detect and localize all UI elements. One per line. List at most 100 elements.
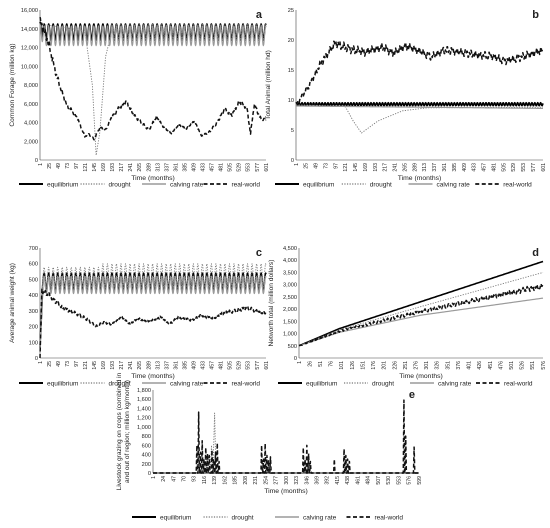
x-tick-label: 577 [531,163,537,172]
x-tick-label: 505 [228,163,234,172]
x-tick-label: 1 [297,361,303,364]
series-line-dashed [39,16,267,141]
x-tick-label: 121 [83,163,89,172]
x-tick-label: 1 [38,163,44,166]
x-tick-label: 461 [355,476,361,485]
legend-label: real-world [375,515,404,522]
y-tick-label: 2,500 [283,295,297,301]
x-tick-label: 451 [488,361,494,370]
x-tick-label: 577 [255,163,261,172]
x-tick-label: 201 [382,361,388,370]
x-tick-label: 409 [191,163,197,172]
x-tick-label: 577 [255,361,261,370]
x-tick-label: 1 [294,163,300,166]
legend-label: drought [109,182,131,189]
legend-label: calving rate [170,381,204,388]
x-tick-label: 576 [407,476,413,485]
x-axis-title: Time (months) [131,373,175,380]
y-axis-title: Networth total (million dollars) [268,260,275,347]
y-tick-label: 800 [142,434,151,440]
legend-label: calving rate [170,182,204,189]
x-tick-label: 241 [128,361,134,370]
y-tick-label: 0 [294,356,297,362]
x-tick-label: 289 [412,163,418,172]
x-tick-label: 385 [182,361,188,370]
y-tick-label: 4,000 [283,258,297,264]
x-tick-label: 433 [472,163,478,172]
legend-label: drought [109,381,131,388]
legend-label: calving rate [438,381,472,388]
chart-a: 0 2,000 4,000 6,000 8,000 10,000 12,000 14,000 1… [9,8,270,189]
legend-label: equilibrium [303,182,334,189]
x-tick-label: 70 [181,476,187,482]
x-tick-label: 323 [294,476,300,485]
x-tick-label: 415 [335,476,341,485]
x-tick-label: 481 [219,163,225,172]
x-tick-label: 301 [424,361,430,370]
x-tick-label: 116 [202,476,208,484]
legend-label: real-world [232,182,261,189]
x-tick-label: 601 [264,163,270,172]
y-tick-label: 300 [29,309,38,315]
series-line-dashed [153,399,419,474]
x-tick-label: 193 [110,361,116,370]
x-tick-label: 409 [191,361,197,370]
x-tick-label: 601 [541,163,547,172]
series-line-dotted [152,412,420,474]
y-tick-label: 2,000 [283,307,297,313]
y-tick-label: 2,000 [24,139,38,145]
x-tick-label: 169 [101,163,107,172]
y-tick-label: 12,000 [21,46,38,52]
x-tick-label: 346 [304,476,310,485]
legend-label: real-world [503,182,532,189]
x-tick-label: 162 [222,476,228,485]
y-tick-label: 1,800 [137,388,151,394]
x-tick-label: 49 [56,163,62,169]
x-tick-label: 326 [435,361,441,370]
series-line-dashed [39,288,267,359]
chart-c: 0 100 200 300 400 500 600 700 1 25 49 73 97 121 145 169… [9,246,270,388]
x-tick-label: 93 [192,476,198,482]
y-tick-label: 4,500 [283,246,297,252]
chart-e: 0 200 400 600 800 1,000 1,200 1,400 1,600 1,800 1 2… [116,372,423,521]
x-tick-label: 254 [263,476,269,485]
x-tick-label: 145 [92,163,98,172]
x-tick-label: 576 [541,361,547,370]
x-tick-label: 505 [501,163,507,172]
y-tick-label: 100 [29,340,38,346]
x-tick-label: 553 [396,476,402,485]
x-tick-label: 51 [318,361,324,367]
x-tick-label: 251 [403,361,409,370]
x-tick-label: 481 [219,361,225,370]
x-tick-label: 551 [530,361,536,370]
y-tick-label: 4,000 [24,121,38,127]
x-tick-label: 530 [386,476,392,485]
y-tick-label: 0 [35,356,38,362]
series-line-dashed [295,40,544,105]
y-tick-label: 1,500 [283,319,297,325]
y-tick-label: 25 [288,8,294,14]
x-tick-label: 313 [422,163,428,172]
series-line-solid-gray [39,275,267,348]
y-tick-label: 600 [29,262,38,268]
y-tick-label: 0 [35,158,38,164]
x-tick-label: 337 [164,361,170,370]
series-line-solid-black [298,260,544,347]
x-tick-label: 265 [137,361,143,370]
legend-label: drought [370,182,392,189]
x-tick-label: 193 [373,163,379,172]
x-tick-label: 337 [164,163,170,172]
chart-d: 0 500 1,000 1,500 2,000 2,500 3,000 3,500 4,000 4… [268,246,547,388]
x-tick-label: 265 [137,163,143,172]
x-tick-label: 25 [47,361,53,367]
x-tick-label: 73 [65,163,71,169]
x-axis-title: Time (months) [264,488,308,495]
x-tick-label: 97 [333,163,339,169]
x-tick-label: 97 [74,361,80,367]
x-tick-label: 25 [304,163,310,169]
legend-label: real-world [504,381,533,388]
x-tick-label: 25 [47,163,53,169]
series-line-dotted [295,104,544,134]
x-tick-label: 185 [233,476,239,485]
x-tick-label: 369 [314,476,320,485]
